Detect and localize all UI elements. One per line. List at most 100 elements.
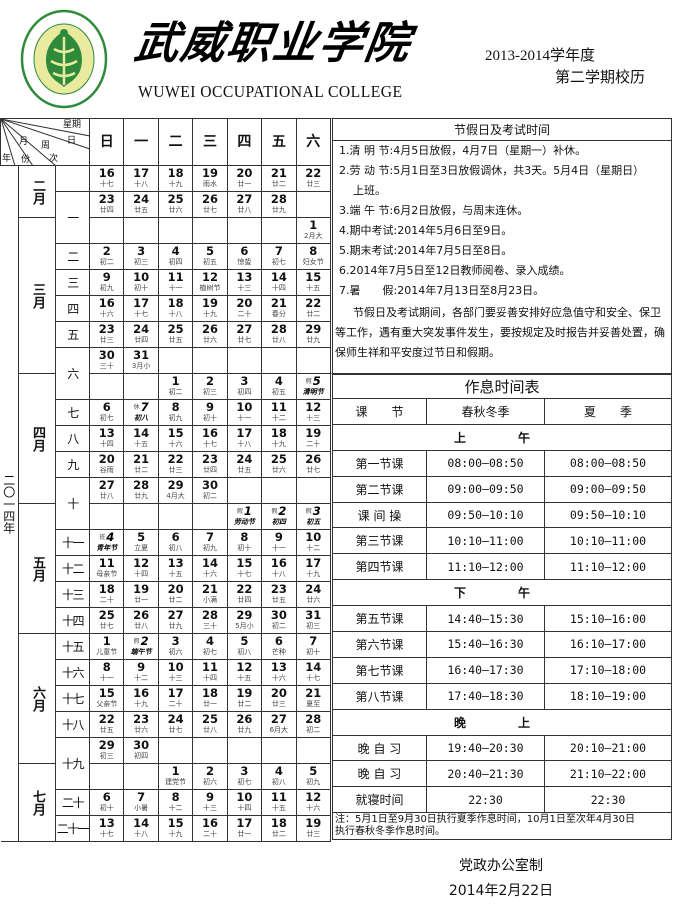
summer-time: 16:10—17:00 [544, 631, 672, 658]
calendar-day: 3 初七 [226, 763, 263, 790]
day-number: 16 [201, 425, 218, 440]
lunar-date: 二十 [306, 439, 321, 448]
weekday-header: 四 [226, 118, 263, 166]
month-label: 六月 [18, 633, 56, 764]
day-number-wrap: 17 [228, 427, 260, 439]
weekday-header: 一 [123, 118, 159, 166]
college-name-english: WUWEI OCCUPATIONAL COLLEGE [138, 82, 403, 101]
day-number: 2 [278, 503, 287, 518]
lunar-date: 初四 [271, 517, 286, 526]
notice-title: 节假日及考试时间 [333, 119, 671, 141]
calendar-day: 20 谷雨 [89, 451, 125, 478]
period-name: 第六节课 [331, 631, 427, 658]
day-number: 15 [236, 555, 253, 570]
calendar-week-row: 九 20 谷雨 21 廿二 22 廿三 23 廿四 24 廿五 25 廿六 26 廿七 [1, 451, 331, 478]
day-number-wrap: 1 [159, 375, 191, 387]
notice-item: 7.暑 假:2014年7月13日至8月23日。 [339, 284, 545, 297]
day-number-wrap: 12 [297, 399, 329, 414]
lunar-date: 十七 [99, 179, 114, 188]
lunar-date: 父亲节 [96, 699, 118, 708]
spring-autumn-winter-time: 09:00—09:50 [426, 475, 545, 503]
lunar-date: 初二 [99, 257, 114, 266]
spring-autumn-winter-time: 16:40—17:30 [426, 656, 545, 684]
day-number-wrap: 21 [263, 297, 295, 309]
schedule-row: 第五节课 14:40—15:30 15:10—16:00 [331, 605, 672, 633]
day-number: 21 [133, 451, 150, 466]
lunar-date: 初十 [134, 283, 149, 292]
issuer: 党政办公室制 [459, 858, 543, 875]
calendar-day: 17 十八 [123, 165, 159, 192]
day-number: 19 [201, 295, 218, 310]
lunar-date: 廿六 [168, 205, 183, 214]
issue-date: 2014年2月22日 [448, 883, 554, 900]
lunar-date: 十五 [237, 673, 252, 682]
day-number: 23 [98, 191, 115, 206]
lunar-date: 十五 [271, 803, 286, 812]
spring-autumn-winter-time: 19:40—20:30 [426, 734, 545, 762]
calendar-day: 21 廿二 [123, 451, 159, 478]
day-number-wrap: 5 [194, 245, 226, 257]
calendar-day: 24 廿四 [123, 321, 159, 348]
lunar-date: 夏至 [306, 699, 321, 708]
week-number: 十 [54, 477, 91, 530]
lunar-date: 廿五 [99, 725, 114, 734]
day-number-wrap: 假1 [228, 505, 260, 517]
lunar-date: 十四 [134, 569, 149, 578]
section-label: 下 午 [331, 579, 672, 607]
lunar-date: 十一 [271, 543, 286, 552]
day-number: 22 [305, 295, 322, 310]
lunar-date: 十二 [306, 543, 321, 552]
lunar-date: 初二 [168, 387, 183, 396]
period-name: 第五节课 [331, 605, 427, 633]
calendar-day: 29 初三 [89, 737, 125, 764]
lunar-date: 十四 [99, 439, 114, 448]
day-number: 13 [167, 555, 184, 570]
day-number: 17 [167, 685, 184, 700]
day-number: 12 [305, 399, 322, 414]
lunar-date: 十三 [306, 413, 321, 422]
day-number: 21 [201, 581, 218, 596]
day-number: 29 [236, 607, 253, 622]
calendar-day: 20 廿二 [157, 581, 194, 608]
day-number: 28 [270, 321, 287, 336]
calendar-header-row: 星期日月周次年份日一二三四五六 [0, 118, 331, 166]
calendar-day: 1 初二 [157, 373, 194, 400]
day-number-wrap: 假2 [125, 635, 157, 647]
day-number: 12 [236, 659, 253, 674]
lunar-date: 廿七 [168, 725, 183, 734]
lunar-date: 初六 [168, 647, 183, 656]
calendar-day: 22 廿二 [295, 295, 331, 322]
holiday-mark: 假 [133, 637, 140, 645]
lunar-date: 十九 [306, 569, 321, 578]
day-number-wrap: 18 [159, 167, 191, 179]
empty-day [295, 191, 331, 218]
day-number: 28 [133, 477, 150, 492]
empty-day [261, 347, 297, 374]
calendar-day: 9 十二 [123, 659, 159, 686]
calendar-day: 8 初九 [157, 399, 194, 426]
corner-label-order: 次 [49, 154, 59, 164]
summer-time: 22:30 [544, 786, 672, 814]
calendar-day: 25 廿七 [89, 607, 125, 634]
day-number-wrap: 8 [297, 245, 329, 257]
day-number: 25 [167, 191, 184, 206]
day-number-wrap: 4 [263, 375, 295, 387]
schedule-row: 晚 自 习 19:40—20:30 20:10—21:00 [331, 734, 672, 762]
day-number: 6 [274, 633, 283, 648]
lunar-date: 谷雨 [99, 465, 114, 474]
lunar-date: 初二 [306, 725, 321, 734]
lunar-date: 十四 [237, 803, 252, 812]
calendar-week-row: 七 6 初七 休7 初八 8 初九 9 初十 10 十一 11 十二 12 十三 [1, 399, 331, 426]
daily-schedule-table: 作息时间表课 节春秋冬季夏 季上 午第一节课 08:00—08:50 08:00—0… [330, 374, 672, 841]
day-number-wrap: 2 [91, 245, 123, 257]
corner-header: 星期日 月 周次 年份 [0, 118, 91, 166]
day-number-wrap: 11 [263, 791, 295, 803]
day-number: 1 [171, 763, 180, 778]
calendar-day: 12 十五 [226, 659, 263, 686]
lunar-date: 清明节 [302, 387, 324, 396]
lunar-date: 十八 [168, 309, 183, 318]
lunar-date: 廿八 [202, 725, 217, 734]
lunar-date: 劳动节 [233, 517, 255, 526]
period-name: 第一节课 [331, 449, 427, 477]
lunar-date: 十七 [306, 673, 321, 682]
